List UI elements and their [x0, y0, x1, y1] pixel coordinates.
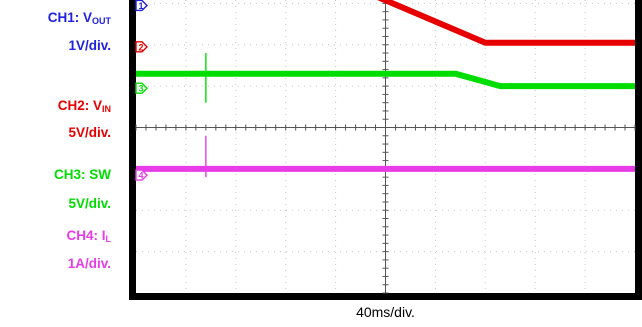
- ch4-scale-label: 1A/div.: [67, 256, 111, 271]
- ch3-ground-marker: [135, 82, 148, 94]
- ch2-scale-label: 5V/div.: [68, 125, 111, 140]
- ch2-trace: [377, 0, 635, 46]
- ch2-subscript: IN: [102, 104, 111, 114]
- ch3-trace: [136, 70, 635, 90]
- ch4-subscript: L: [105, 234, 112, 244]
- oscilloscope-screen: 1 2 3 4: [129, 0, 642, 300]
- channel-legend: CH1: VOUT 1V/div. CH2: VIN 5V/div. CH3: …: [0, 0, 125, 300]
- ch1-ground-marker-label: 1: [138, 1, 143, 11]
- ch2-name-text: CH2: V: [57, 98, 102, 113]
- ch3-name-label: CH3: SW: [54, 167, 111, 182]
- ch4-name-label: CH4: IL: [66, 228, 111, 247]
- ch2-marker-dot: [629, 39, 634, 44]
- ch2-ground-marker-label: 2: [138, 42, 143, 52]
- ch1-ground-marker: [135, 0, 148, 12]
- x-axis-label: 40ms/div.: [356, 304, 415, 320]
- ch1-scale-label: 1V/div.: [68, 38, 111, 53]
- ch3-ground-marker-label: 3: [138, 84, 143, 94]
- ch2-ground-marker: [135, 41, 148, 53]
- ch4-ground-marker-label: 4: [138, 171, 143, 181]
- ch4-name-text: CH4: I: [66, 228, 106, 243]
- ch2-name-label: CH2: VIN: [58, 98, 111, 117]
- ch3-scale-label: 5V/div.: [68, 196, 111, 211]
- ch1-name-text: CH1: V: [47, 10, 92, 25]
- ch4-ground-marker: [135, 169, 148, 181]
- ch1-name-label: CH1: VOUT: [48, 10, 111, 29]
- ch1-subscript: OUT: [92, 16, 111, 26]
